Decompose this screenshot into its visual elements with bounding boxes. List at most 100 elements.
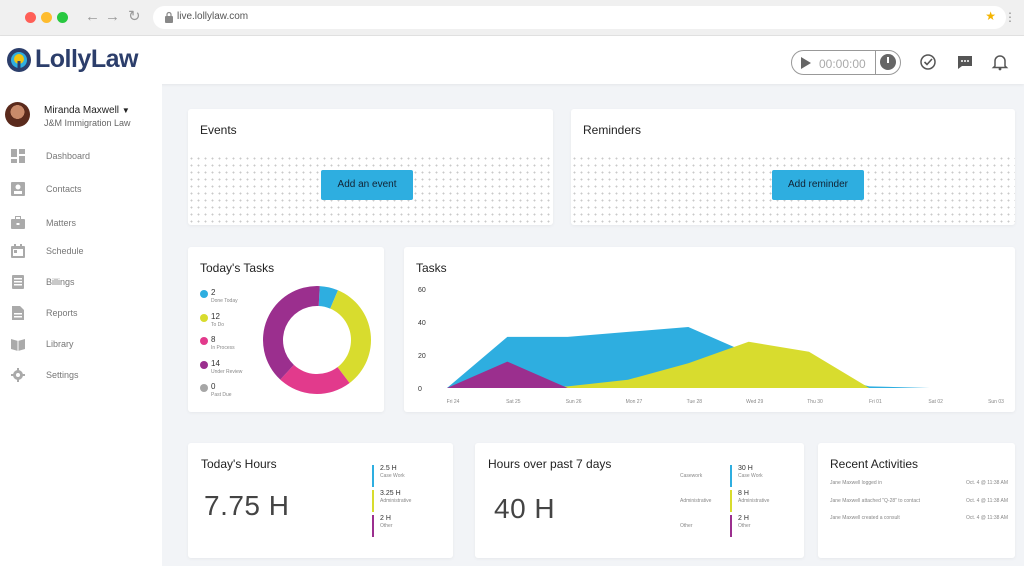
breakdown-value: 30 H (738, 465, 753, 472)
clock-button[interactable] (875, 51, 900, 74)
maximize-window-button[interactable] (57, 12, 68, 23)
add-event-button[interactable]: Add an event (321, 170, 413, 200)
reminders-card: Reminders Add reminder (571, 109, 1015, 225)
activity-time: Oct. 4 @ 11:38 AM (966, 515, 1008, 521)
sidebar-item-settings[interactable]: Settings (0, 366, 162, 388)
donut-slice-under-review (263, 286, 320, 380)
briefcase-icon (11, 216, 25, 229)
breakdown-side-label: Casework (680, 473, 703, 479)
browser-menu-icon[interactable]: ⋮ (1004, 10, 1016, 24)
hours-breakdown-item: 2 H Other (372, 515, 393, 537)
sidebar-item-label: Dashboard (46, 151, 91, 161)
tasks-area-chart: 0 20 40 60 Fri 24 Sat 25 Sun 26 Mon 27 Tue 28 Wed… (418, 287, 1004, 405)
x-tick-label: Tue 28 (687, 399, 703, 405)
book-icon (11, 339, 25, 351)
report-icon (12, 306, 24, 320)
chevron-down-icon[interactable]: ▼ (121, 106, 130, 115)
legend-value: 0 (211, 382, 216, 391)
breakdown-value: 8 H (738, 490, 749, 497)
reload-icon[interactable]: ↻ (128, 8, 141, 25)
weekly-hours-total: 40 H (494, 493, 556, 524)
timer-display: 00:00:00 (819, 57, 866, 71)
sidebar-item-reports[interactable]: Reports (0, 304, 162, 326)
minimize-window-button[interactable] (41, 12, 52, 23)
sidebar-item-billings[interactable]: Billings (0, 273, 162, 295)
activity-row[interactable]: Jane Maxwell attached "Q-28" to contact O… (830, 498, 1008, 504)
hours-breakdown-item: 30 H Case Work (730, 465, 763, 487)
breakdown-side-label: Other (680, 523, 693, 529)
tasks-chart-title: Tasks (416, 261, 447, 275)
chat-icon[interactable] (956, 53, 974, 71)
user-name[interactable]: Miranda Maxwell ▼ (44, 105, 130, 116)
contacts-icon (11, 182, 25, 196)
sidebar-item-label: Contacts (46, 184, 82, 194)
donut-slice-done-today (318, 286, 338, 309)
y-tick-label: 20 (418, 353, 426, 360)
app-header: LollyLaw 00:00:00 (0, 36, 1024, 84)
events-card: Events Add an event (188, 109, 553, 225)
sidebar-item-label: Reports (46, 308, 78, 318)
close-window-button[interactable] (25, 12, 36, 23)
legend-label: In Process (211, 345, 235, 351)
tasks-donut-chart (263, 286, 371, 394)
y-tick-label: 60 (418, 287, 426, 294)
sidebar-item-schedule[interactable]: Schedule (0, 242, 162, 264)
hours-breakdown-item: 2.5 H Case Work (372, 465, 405, 487)
legend-color-dot (200, 384, 208, 392)
legend-label: Past Due (211, 392, 232, 398)
sidebar-item-label: Matters (46, 218, 77, 228)
sidebar-item-label: Billings (46, 277, 75, 287)
bookmark-star-icon[interactable]: ★ (985, 9, 996, 23)
activity-text: Jane Maxwell created a consult (830, 515, 900, 521)
lollylaw-logo-icon (7, 48, 31, 72)
play-icon[interactable] (801, 57, 811, 69)
dashboard-icon (11, 149, 25, 163)
sidebar-item-library[interactable]: Library (0, 335, 162, 357)
legend-color-dot (200, 337, 208, 345)
time-tracker[interactable]: 00:00:00 (791, 50, 901, 75)
breakdown-value: 3.25 H (380, 490, 401, 497)
clock-icon (880, 54, 896, 70)
breakdown-value: 2 H (380, 515, 391, 522)
x-tick-label: Fri 01 (869, 399, 882, 405)
gear-icon (11, 368, 25, 382)
area-series-2 (447, 341, 990, 388)
legend-color-dot (200, 313, 208, 322)
activity-time: Oct. 4 @ 11:38 AM (966, 497, 1008, 504)
x-tick-label: Sun 03 (988, 399, 1004, 405)
activity-row[interactable]: Jane Maxwell created a consult Oct. 4 @ 1… (830, 515, 1008, 521)
weekly-hours-title: Hours over past 7 days (488, 457, 612, 471)
x-tick-label: Mon 27 (626, 399, 643, 405)
avatar[interactable] (5, 102, 30, 127)
address-bar[interactable]: live.lollylaw.com ★ (153, 6, 1006, 29)
activity-text: Jane Maxwell logged in (830, 480, 882, 486)
forward-arrow-icon[interactable]: → (105, 8, 120, 25)
sidebar-item-dashboard[interactable]: Dashboard (0, 147, 162, 169)
recent-activities-title: Recent Activities (830, 457, 919, 471)
legend-label: Done Today (211, 298, 238, 304)
activity-row[interactable]: Jane Maxwell logged in Oct. 4 @ 11:38 AM (830, 480, 1008, 486)
todays-tasks-card: Today's Tasks 2 Done Today 12 To Do 8 In Proc… (188, 247, 384, 412)
todays-hours-total: 7.75 H (204, 490, 290, 521)
sidebar-item-label: Settings (46, 370, 79, 380)
url-text: live.lollylaw.com (177, 11, 249, 22)
bell-icon[interactable] (991, 53, 1009, 71)
breakdown-label: Other (738, 523, 751, 529)
y-tick-label: 40 (418, 320, 426, 327)
billing-icon (12, 275, 24, 289)
legend-color-dot (200, 360, 208, 369)
check-circle-icon[interactable] (919, 53, 937, 71)
hours-breakdown-item: 3.25 H Administrative (372, 490, 411, 512)
hours-breakdown-item: 8 H Administrative (730, 490, 769, 512)
breakdown-side-label: Administrative (680, 498, 712, 504)
legend-color-dot (200, 290, 208, 298)
x-tick-label: Thu 30 (807, 399, 823, 405)
sidebar-item-contacts[interactable]: Contacts (0, 180, 162, 202)
breakdown-label: Other (380, 523, 393, 529)
breakdown-label: Administrative (380, 498, 412, 504)
back-arrow-icon[interactable]: ← (85, 8, 100, 25)
sidebar-item-label: Library (46, 339, 74, 349)
add-reminder-button[interactable]: Add reminder (772, 170, 864, 200)
calendar-icon (11, 244, 25, 258)
sidebar-item-matters[interactable]: Matters (0, 214, 162, 236)
